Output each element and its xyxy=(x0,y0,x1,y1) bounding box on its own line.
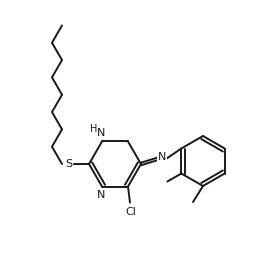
Text: S: S xyxy=(65,159,73,169)
Text: N: N xyxy=(97,189,105,199)
Text: N: N xyxy=(97,129,105,138)
Text: Cl: Cl xyxy=(125,207,136,216)
Text: H: H xyxy=(90,124,98,134)
Text: N: N xyxy=(158,152,166,162)
